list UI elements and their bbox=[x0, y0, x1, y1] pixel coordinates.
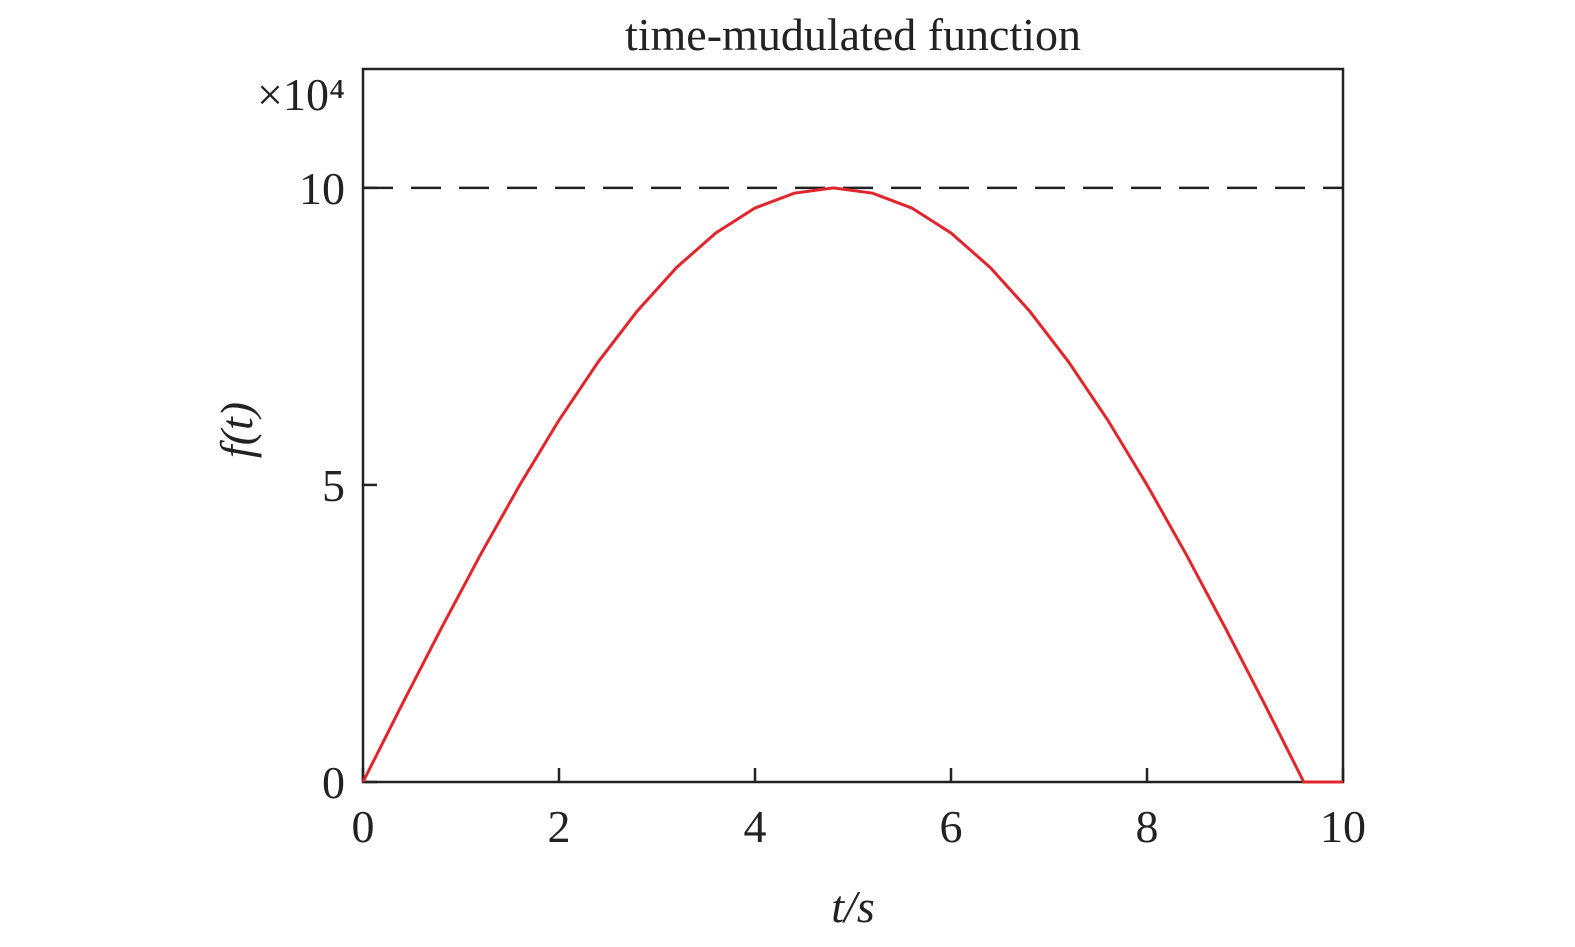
x-tick-label: 8 bbox=[1136, 801, 1159, 852]
y-tick-label: 0 bbox=[322, 757, 345, 808]
x-tick-label: 6 bbox=[940, 801, 963, 852]
y-tick-label: 5 bbox=[322, 460, 345, 511]
data-line bbox=[361, 186, 1343, 784]
y-multiplier: ×10⁴ bbox=[257, 69, 345, 120]
x-tick-label: 4 bbox=[744, 801, 767, 852]
x-tick-label: 0 bbox=[352, 801, 375, 852]
plot-frame bbox=[361, 67, 1345, 784]
x-tick-label: 10 bbox=[1320, 801, 1366, 852]
chart-title: time-mudulated function bbox=[625, 9, 1081, 60]
x-tick-label: 2 bbox=[548, 801, 571, 852]
x-axis-label: t/s bbox=[831, 881, 874, 932]
y-tick-label: 10 bbox=[299, 163, 345, 214]
y-axis-label: f(t) bbox=[211, 402, 262, 458]
